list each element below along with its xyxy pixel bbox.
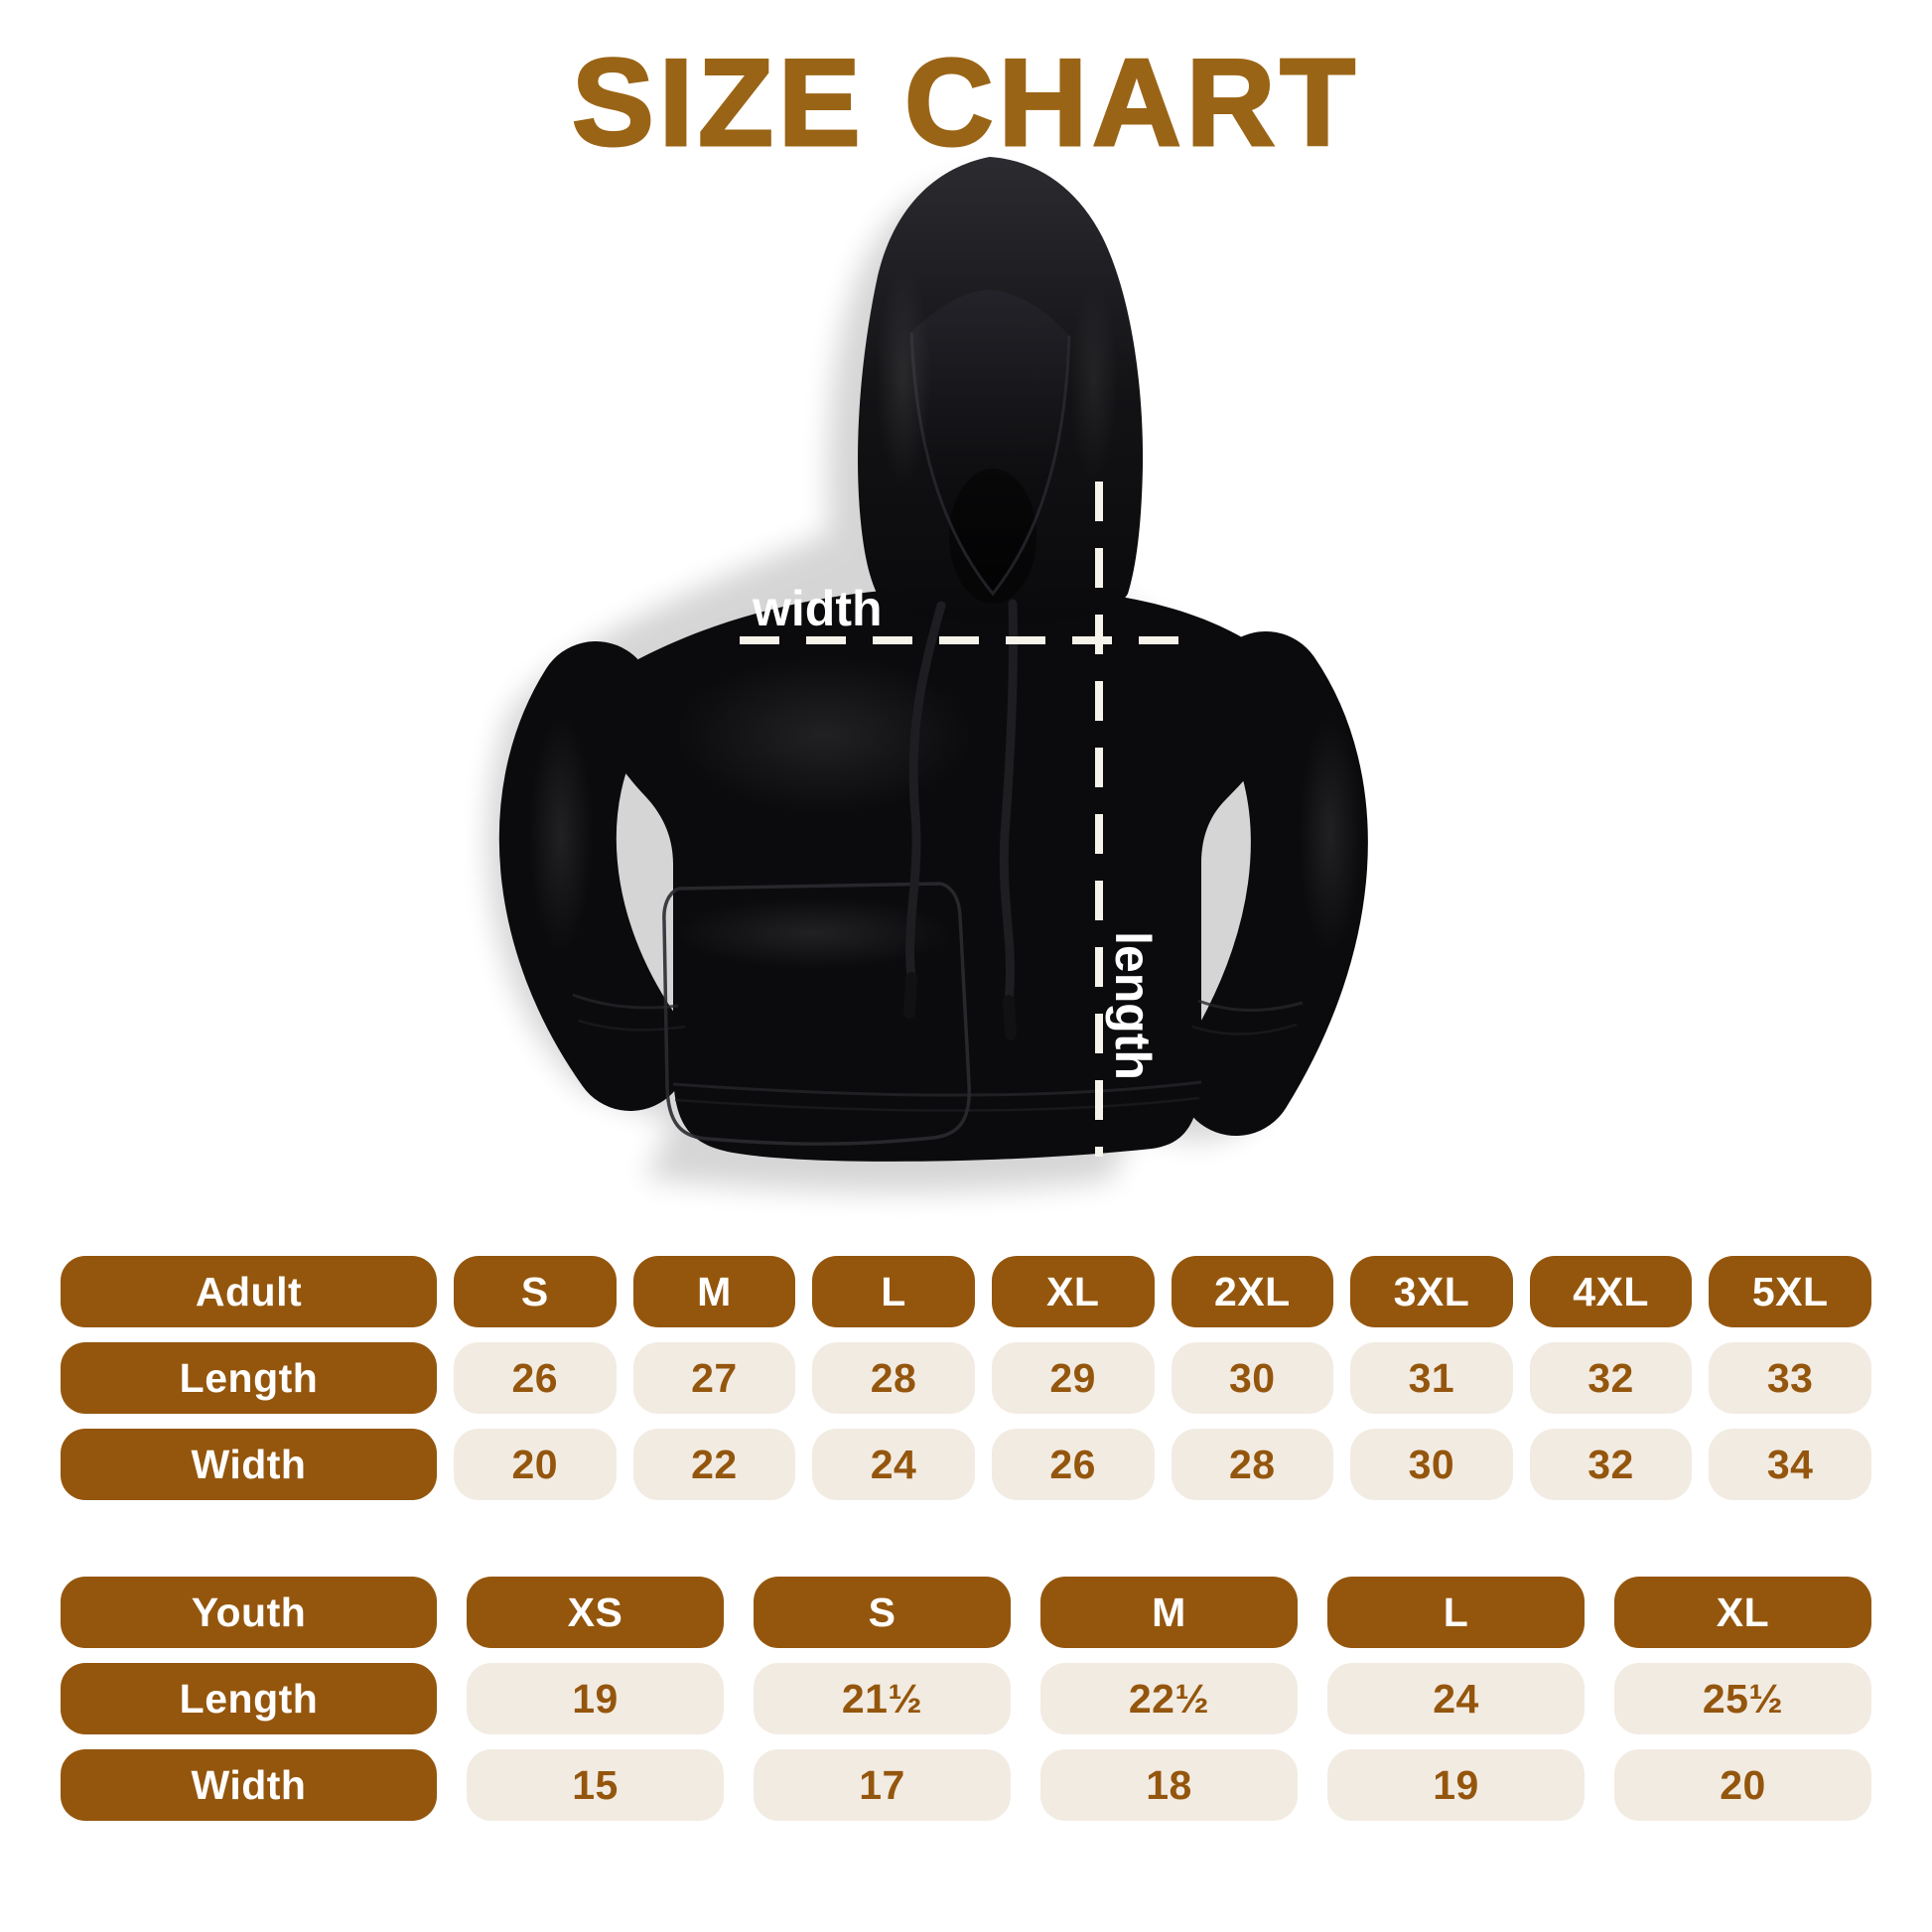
row-label-pill: Length <box>61 1663 437 1734</box>
size-header-pill: 2XL <box>1171 1256 1334 1327</box>
size-value-pill: 20 <box>454 1429 617 1500</box>
size-value-pill: 30 <box>1171 1342 1334 1414</box>
adult-table-label: Adult <box>61 1256 437 1327</box>
size-header-pill: M <box>1040 1577 1298 1648</box>
width-measure-label: width <box>753 581 883 636</box>
hoodie-illustration: width length <box>298 139 1688 1221</box>
size-value-pill: 19 <box>467 1663 724 1734</box>
size-header-pill: L <box>1327 1577 1585 1648</box>
size-value-pill: 32 <box>1529 1342 1693 1414</box>
size-value-pill: 26 <box>454 1342 617 1414</box>
size-value-pill: 24 <box>812 1429 975 1500</box>
size-header-pill: XL <box>1614 1577 1871 1648</box>
size-value-pill: 25½ <box>1614 1663 1871 1734</box>
hoodie-pocket <box>662 882 971 1146</box>
size-header-pill: L <box>812 1256 975 1327</box>
size-value-pill: 32 <box>1529 1429 1693 1500</box>
size-header-pill: XL <box>991 1256 1155 1327</box>
size-value-pill: 30 <box>1350 1429 1513 1500</box>
size-header-pill: 4XL <box>1529 1256 1693 1327</box>
youth-table-label: Youth <box>61 1577 437 1648</box>
length-measure-label: length <box>1105 931 1161 1080</box>
size-value-pill: 26 <box>991 1429 1155 1500</box>
size-header-pill: 5XL <box>1709 1256 1871 1327</box>
row-label-pill: Width <box>61 1749 437 1821</box>
size-header-pill: 3XL <box>1350 1256 1513 1327</box>
size-value-pill: 24 <box>1327 1663 1585 1734</box>
hoodie-drawstrings <box>903 599 1019 1040</box>
size-value-pill: 20 <box>1614 1749 1871 1821</box>
size-header-pill: S <box>754 1577 1011 1648</box>
size-value-pill: 15 <box>467 1749 724 1821</box>
size-header-pill: S <box>454 1256 617 1327</box>
size-tables: Adult S M L XL 2XL 3XL 4XL 5XL Length 26… <box>61 1256 1871 1821</box>
size-value-pill: 28 <box>812 1342 975 1414</box>
size-value-pill: 22 <box>632 1429 796 1500</box>
size-value-pill: 27 <box>632 1342 796 1414</box>
row-label-pill: Length <box>61 1342 437 1414</box>
size-value-pill: 28 <box>1171 1429 1334 1500</box>
size-value-pill: 29 <box>991 1342 1155 1414</box>
size-value-pill: 22½ <box>1040 1663 1298 1734</box>
size-value-pill: 33 <box>1709 1342 1871 1414</box>
youth-size-table: Youth XS S M L XL Length 19 21½ 22½ 24 2… <box>61 1577 1871 1821</box>
size-header-pill: XS <box>467 1577 724 1648</box>
adult-size-table: Adult S M L XL 2XL 3XL 4XL 5XL Length 26… <box>61 1256 1871 1500</box>
page-title: SIZE CHART <box>571 34 1360 174</box>
row-label-pill: Width <box>61 1429 437 1500</box>
size-value-pill: 34 <box>1709 1429 1871 1500</box>
size-header-pill: M <box>632 1256 796 1327</box>
size-value-pill: 19 <box>1327 1749 1585 1821</box>
size-value-pill: 31 <box>1350 1342 1513 1414</box>
measurement-lines <box>740 482 1188 1157</box>
hoodie-hood <box>858 157 1144 625</box>
hoodie-torso <box>529 586 1362 1162</box>
size-value-pill: 21½ <box>754 1663 1011 1734</box>
size-value-pill: 18 <box>1040 1749 1298 1821</box>
size-value-pill: 17 <box>754 1749 1011 1821</box>
hoodie-graphic <box>487 157 1368 1192</box>
